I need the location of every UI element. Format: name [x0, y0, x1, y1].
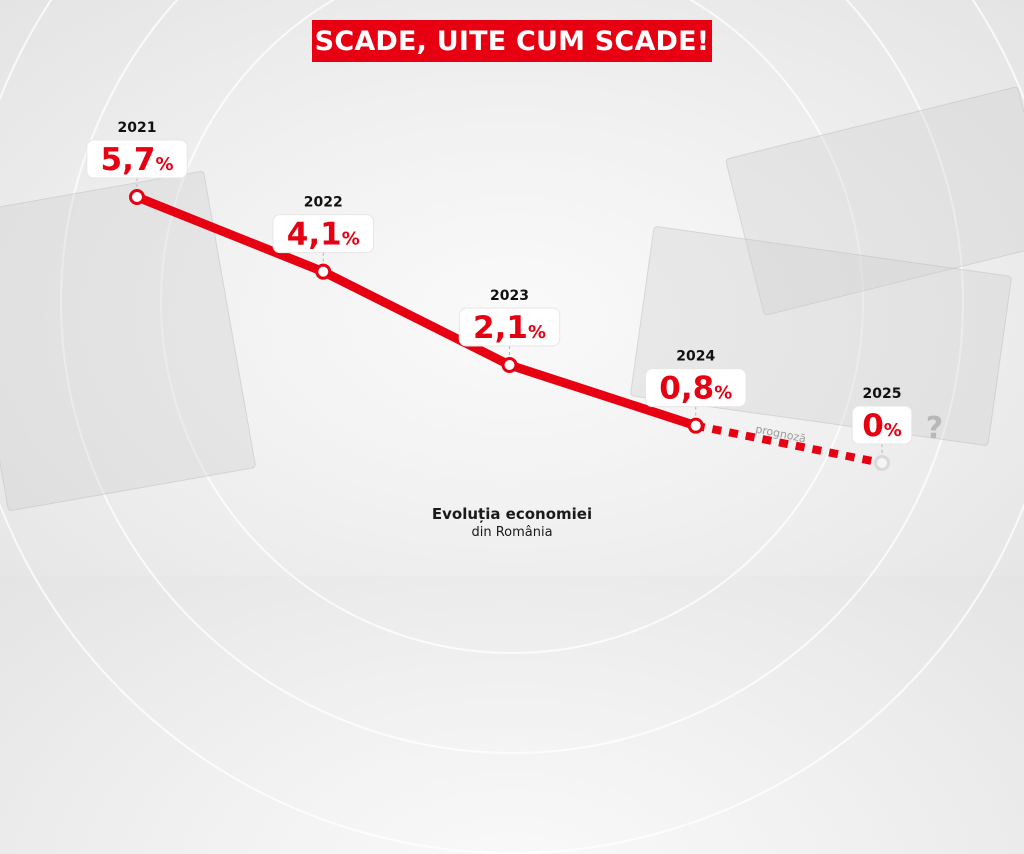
series-line-solid	[132, 192, 701, 431]
year-label: 2025	[863, 386, 902, 402]
forecast-question-mark: ?	[926, 411, 943, 446]
data-point	[687, 417, 704, 434]
value-label-box	[272, 214, 374, 254]
value-label-text: 0%	[862, 408, 902, 444]
value-label-box	[645, 368, 747, 408]
value-label: 2,1%	[458, 307, 561, 347]
page-title: SCADE, UITE CUM SCADE!	[312, 20, 712, 62]
year-label: 2021	[118, 120, 157, 136]
year-label: 2024	[676, 349, 715, 365]
value-label-text: 5,7%	[101, 142, 174, 178]
value-label: 4,1%	[272, 214, 374, 254]
data-point	[501, 357, 518, 373]
data-point	[315, 263, 332, 280]
value-label-text: 0,8%	[659, 371, 732, 407]
value-label-text: 2,1%	[473, 310, 546, 346]
value-label: 0%	[851, 405, 913, 445]
caption-line-2: din România	[471, 525, 553, 540]
chart-caption: Evoluția economiei din România	[362, 505, 662, 540]
data-point	[874, 455, 890, 471]
value-label: 0,8%	[645, 368, 747, 408]
year-label: 2022	[304, 195, 343, 211]
value-label-box	[851, 405, 913, 445]
value-label-box	[86, 139, 188, 179]
value-label-text: 4,1%	[287, 217, 360, 253]
year-label: 2023	[490, 288, 529, 304]
series-line-forecast	[694, 421, 883, 467]
line-chart: prognoză ? 5,7%20214,1%20222,1%20230,8%2…	[86, 120, 943, 471]
value-label: 5,7%	[86, 139, 188, 179]
value-label-box	[458, 307, 561, 347]
data-point	[129, 189, 145, 205]
caption-line-1: Evoluția economiei	[431, 505, 593, 523]
